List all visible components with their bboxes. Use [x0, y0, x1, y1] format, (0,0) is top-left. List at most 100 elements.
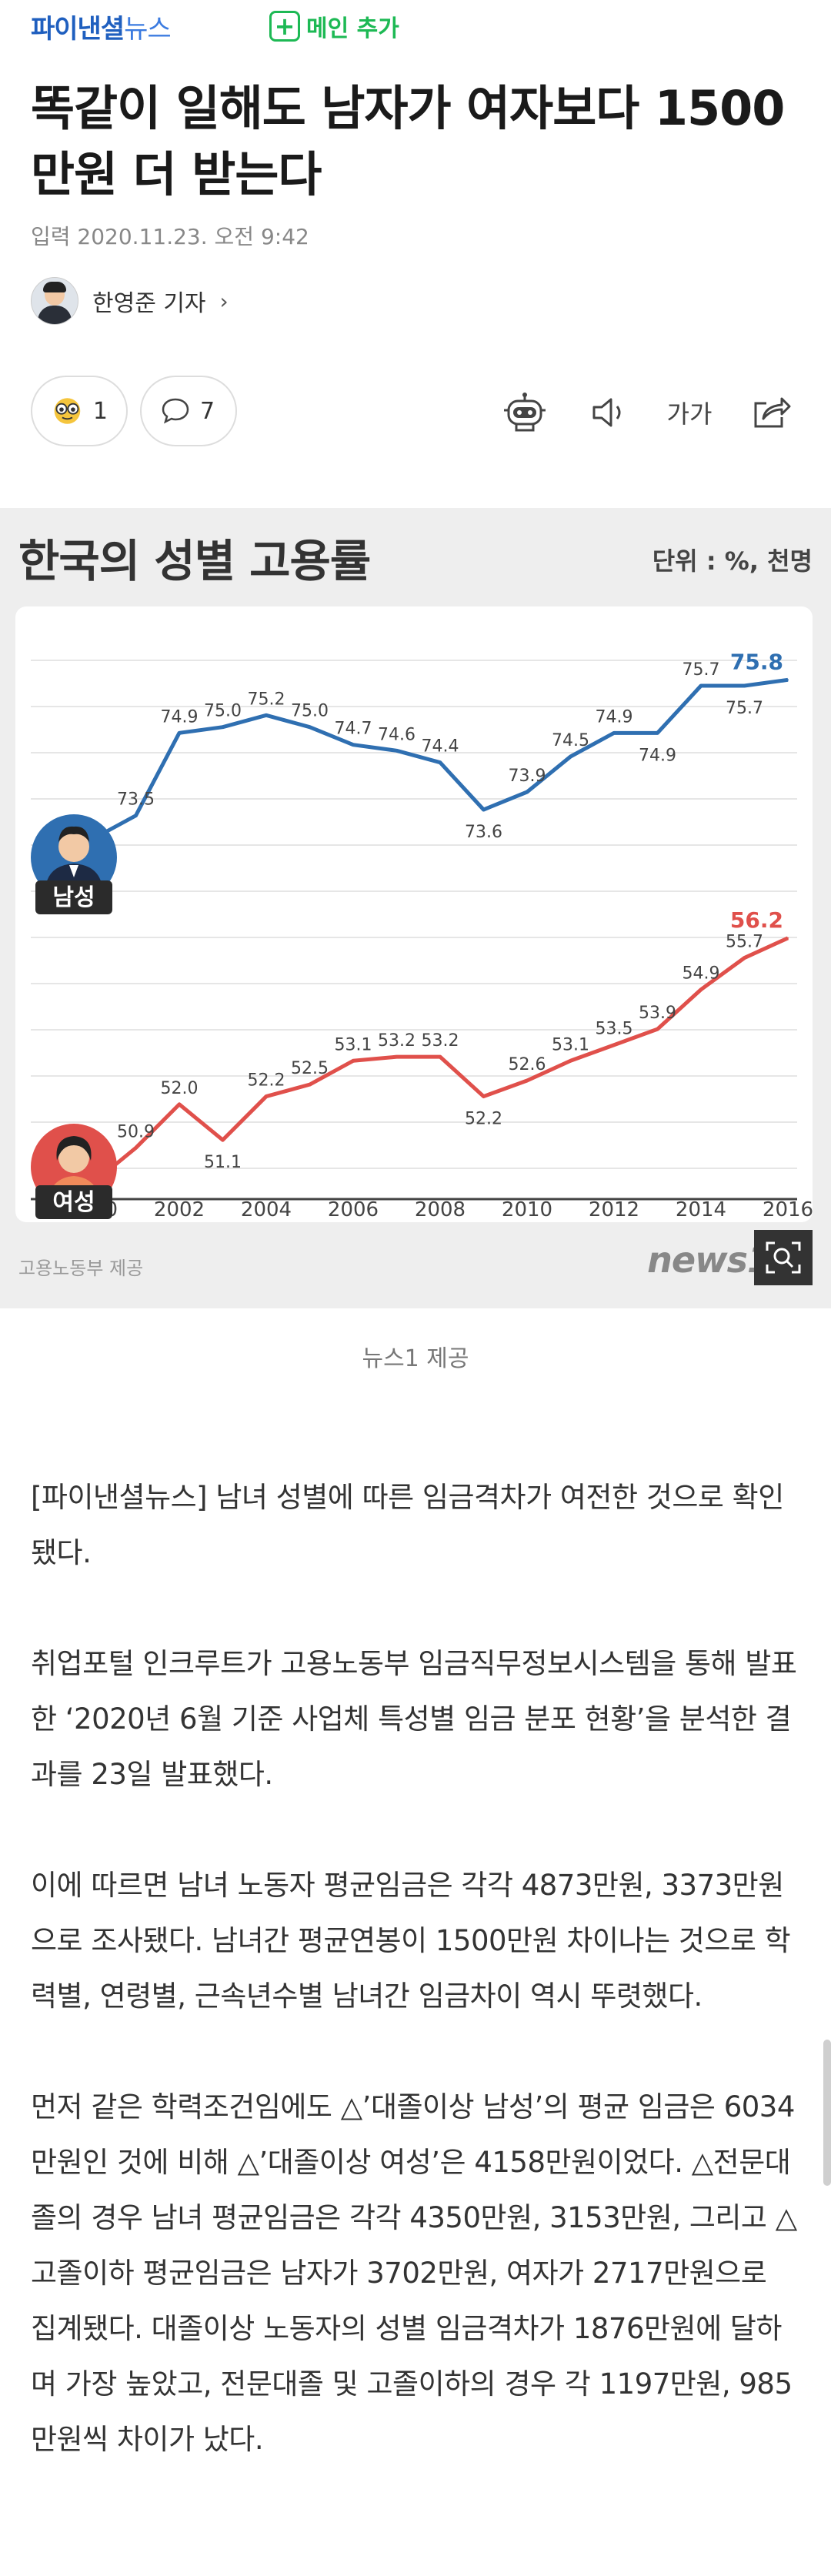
data-label: 53.2: [422, 1031, 459, 1051]
data-label: 52.6: [509, 1055, 546, 1074]
chart-image: 한국의 성별 고용률 단위 : %, 천명 73.173.574.975.075…: [0, 508, 831, 1308]
data-point: [309, 1084, 311, 1086]
chart-source: 고용노동부 제공: [18, 1258, 144, 1279]
data-label: 74.9: [161, 707, 199, 727]
font-size-button[interactable]: 가가: [666, 389, 713, 436]
article-dateline: 입력 2020.11.23. 오전 9:42: [31, 224, 309, 249]
data-point: [743, 685, 746, 687]
listen-button[interactable]: [586, 389, 632, 436]
reporter-link[interactable]: 한영준 기자 ›: [31, 277, 229, 325]
data-label: 74.5: [552, 731, 589, 750]
data-point: [743, 957, 746, 959]
main-add-label: 메인 추가: [306, 15, 399, 42]
share-icon: [754, 397, 791, 428]
data-point: [439, 761, 441, 763]
female-badge: 여성: [31, 1124, 117, 1219]
scrollbar[interactable]: [823, 2040, 831, 2186]
x-tick-label: 2008: [415, 1198, 466, 1221]
male-series-label: 남성: [52, 884, 95, 911]
data-point: [135, 814, 137, 817]
data-label: 74.7: [335, 720, 372, 739]
comment-icon: [162, 398, 189, 424]
main-add-button[interactable]: + 메인 추가: [269, 9, 399, 43]
data-point: [439, 1056, 441, 1058]
data-label: 74.4: [422, 737, 459, 757]
data-label: 75.7: [726, 699, 763, 718]
data-label: 53.5: [596, 1020, 633, 1039]
data-point: [526, 1080, 528, 1081]
x-tick-label: 2012: [589, 1198, 639, 1221]
data-point: [309, 726, 311, 728]
reaction-face-icon: [54, 398, 81, 424]
data-label: 75.7: [682, 660, 720, 680]
data-point: [787, 937, 789, 939]
data-point: [179, 1103, 180, 1105]
chart-unit: 단위 : %, 천명: [652, 546, 813, 576]
comment-count: 7: [200, 397, 215, 425]
data-label: 53.2: [378, 1031, 416, 1051]
chart-panel: 73.173.574.975.075.275.074.774.674.473.6…: [15, 606, 813, 1222]
data-point: [352, 743, 354, 746]
data-point: [222, 1139, 224, 1141]
data-point: [569, 756, 572, 757]
x-tick-label: 2002: [154, 1198, 205, 1221]
plus-icon: +: [269, 11, 300, 42]
data-label: 55.7: [726, 933, 763, 952]
article-body: [파이낸셜뉴스] 남녀 성별에 따른 임금격차가 여전한 것으로 확인됐다. 취…: [31, 1470, 800, 2523]
article-paragraph: 이에 따르면 남녀 노동자 평균임금은 각각 4873만원, 3373만원으로 …: [31, 1869, 791, 2013]
data-point: [265, 1095, 267, 1098]
article-paragraph: [파이낸셜뉴스] 남녀 성별에 따른 임금격차가 여전한 것으로 확인됐다.: [31, 1481, 784, 1569]
robot-summary-button[interactable]: [502, 389, 548, 436]
image-caption: 뉴스1 제공: [362, 1345, 469, 1372]
chevron-right-icon: ›: [219, 288, 229, 314]
expand-icon: [766, 1241, 801, 1274]
reporter-name: 한영준 기자: [92, 290, 206, 317]
data-point: [482, 1095, 485, 1098]
data-label: 52.5: [291, 1059, 329, 1078]
speaker-icon: [592, 398, 621, 427]
article-paragraph: 먼저 같은 학력조건임에도 △’대졸이상 남성’의 평균 임금은 6034만원인…: [31, 2090, 797, 2456]
expand-image-button[interactable]: [754, 1230, 813, 1285]
brand-news-text: 뉴스: [124, 14, 172, 45]
reaction-button[interactable]: 1: [31, 376, 128, 446]
data-point: [700, 988, 702, 991]
data-label: 54.9: [682, 964, 720, 984]
employment-rate-chart: 73.173.574.975.075.275.074.774.674.473.6…: [31, 649, 813, 1221]
data-label: 51.1: [204, 1153, 242, 1172]
brand-logo[interactable]: 파이낸셜뉴스: [31, 8, 172, 45]
article-paragraph: 취업포털 인크루트가 고용노동부 임금직무정보시스템을 통해 발표한 ‘2020…: [31, 1647, 797, 1791]
data-label: 52.0: [161, 1079, 199, 1098]
article-actions: 1 7 가가: [31, 376, 800, 449]
article-title: 똑같이 일해도 남자가 여자보다 1500만원 더 받는다: [31, 80, 785, 202]
data-point: [526, 791, 528, 793]
top-bar: 파이낸셜뉴스 + 메인 추가: [0, 0, 831, 57]
data-label: 53.1: [552, 1035, 589, 1054]
data-label: 75.2: [248, 690, 285, 709]
x-tick-label: 2010: [502, 1198, 552, 1221]
data-point: [135, 1147, 137, 1149]
data-label: 52.2: [248, 1071, 285, 1091]
data-label: 56.2: [730, 907, 783, 933]
x-tick-label: 2006: [328, 1198, 379, 1221]
data-point: [265, 714, 267, 717]
data-point: [569, 1060, 572, 1062]
data-point: [482, 809, 485, 810]
data-label: 53.9: [639, 1004, 676, 1023]
data-point: [787, 679, 789, 681]
data-point: [656, 1028, 659, 1031]
data-point: [395, 750, 398, 752]
share-button[interactable]: [748, 389, 794, 436]
series-line-male: [91, 677, 789, 841]
data-label: 74.9: [639, 746, 676, 765]
data-point: [352, 1060, 354, 1062]
x-tick-label: 2004: [241, 1198, 292, 1221]
comment-button[interactable]: 7: [140, 376, 237, 446]
data-point: [656, 732, 659, 734]
data-label: 74.6: [378, 725, 416, 744]
font-size-label: 가가: [666, 399, 713, 429]
data-point: [613, 1044, 615, 1046]
data-label: 75.8: [730, 649, 783, 674]
brand-main-text: 파이낸셜: [31, 14, 125, 45]
data-point: [700, 685, 702, 687]
x-tick-label: 2016: [763, 1198, 813, 1221]
